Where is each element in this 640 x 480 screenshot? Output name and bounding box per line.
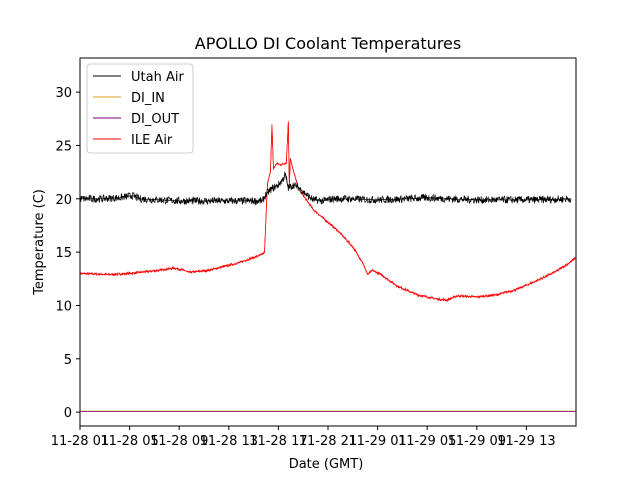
y-tick-label: 15 — [55, 246, 72, 261]
x-tick-label: 11-28 21 — [299, 434, 357, 449]
x-tick-label: 11-28 09 — [150, 434, 208, 449]
y-axis-label: Temperature (C) — [32, 189, 47, 296]
x-tick-label: 11-28 05 — [100, 434, 158, 449]
x-tick-label: 11-29 13 — [497, 434, 555, 449]
y-tick-label: 20 — [55, 193, 72, 208]
series-line-ile-air — [80, 121, 576, 303]
x-tick-label: 11-28 17 — [249, 434, 307, 449]
y-tick-label: 0 — [64, 406, 72, 421]
y-tick-label: 25 — [55, 139, 72, 154]
x-axis-label: Date (GMT) — [289, 457, 364, 472]
x-tick-label: 11-28 01 — [51, 434, 109, 449]
x-tick-label: 11-29 09 — [448, 434, 506, 449]
legend-label: ILE Air — [131, 133, 173, 148]
legend: Utah Air DI_IN DI_OUT ILE Air — [86, 63, 194, 154]
x-tick-label: 11-29 05 — [398, 434, 456, 449]
y-tick-label: 30 — [55, 86, 72, 101]
chart-title: APOLLO DI Coolant Temperatures — [195, 34, 461, 53]
legend-box — [86, 63, 194, 154]
series-layer — [80, 121, 576, 412]
x-tick-label: 11-28 13 — [200, 434, 258, 449]
legend-label: DI_OUT — [131, 112, 179, 127]
series-line-utah-air — [80, 171, 572, 206]
legend-label: DI_IN — [131, 91, 165, 106]
y-tick-label: 10 — [55, 299, 72, 314]
legend-label: Utah Air — [131, 70, 184, 85]
x-tick-label: 11-29 01 — [348, 434, 406, 449]
y-axis: 0 5 10 15 20 25 30 — [55, 86, 80, 421]
y-tick-label: 5 — [64, 353, 72, 368]
